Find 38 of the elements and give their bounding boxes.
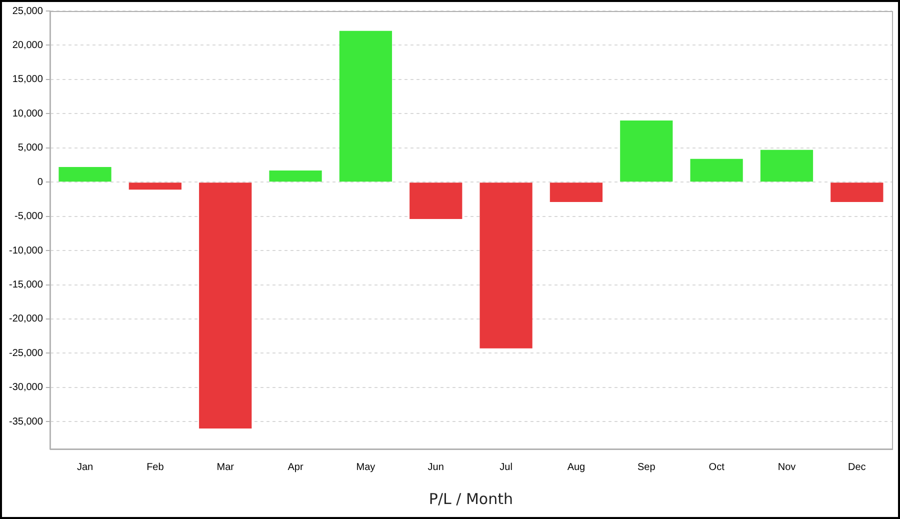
- x-tick-label: Feb: [146, 462, 164, 473]
- y-tick-label: 0: [37, 176, 44, 188]
- bar: [550, 182, 603, 202]
- bar: [690, 158, 743, 182]
- x-axis-title: P/L / Month: [428, 490, 513, 508]
- bar: [410, 182, 462, 220]
- x-tick-label: Jun: [428, 462, 444, 473]
- bar: [128, 182, 182, 190]
- x-tick-label: Dec: [848, 462, 866, 473]
- y-tick-label: -15,000: [8, 280, 44, 290]
- x-tick-label: May: [356, 462, 376, 473]
- y-tick-label: -5,000: [14, 211, 44, 222]
- x-tick-label: Mar: [216, 462, 235, 473]
- bar: [199, 182, 252, 428]
- bar: [58, 167, 112, 182]
- y-tick-label: 15,000: [12, 74, 44, 86]
- y-tick-label: 25,000: [12, 6, 44, 17]
- y-tick-label: -20,000: [8, 314, 44, 325]
- x-tick-label: Jan: [76, 462, 94, 473]
- bar: [760, 150, 814, 182]
- y-tick-label: 5,000: [18, 142, 44, 154]
- y-tick-label: 10,000: [12, 108, 44, 120]
- bar: [269, 170, 322, 182]
- x-tick-label: Nov: [778, 462, 796, 473]
- bar: [620, 120, 673, 182]
- y-tick-label: 20,000: [12, 40, 44, 51]
- x-tick-label: Sep: [637, 462, 656, 473]
- x-tick-label: Aug: [567, 462, 586, 473]
- x-tick-label: Apr: [288, 462, 304, 473]
- x-tick-label: Oct: [708, 462, 725, 473]
- bar: [830, 182, 884, 202]
- y-tick-label: -10,000: [8, 245, 44, 256]
- bar: [480, 182, 532, 348]
- y-tick-label: -25,000: [8, 348, 44, 359]
- bar: [339, 30, 392, 182]
- y-tick-label: -35,000: [8, 416, 44, 428]
- y-tick-label: -30,000: [8, 382, 44, 394]
- x-tick-label: Jul: [500, 462, 512, 473]
